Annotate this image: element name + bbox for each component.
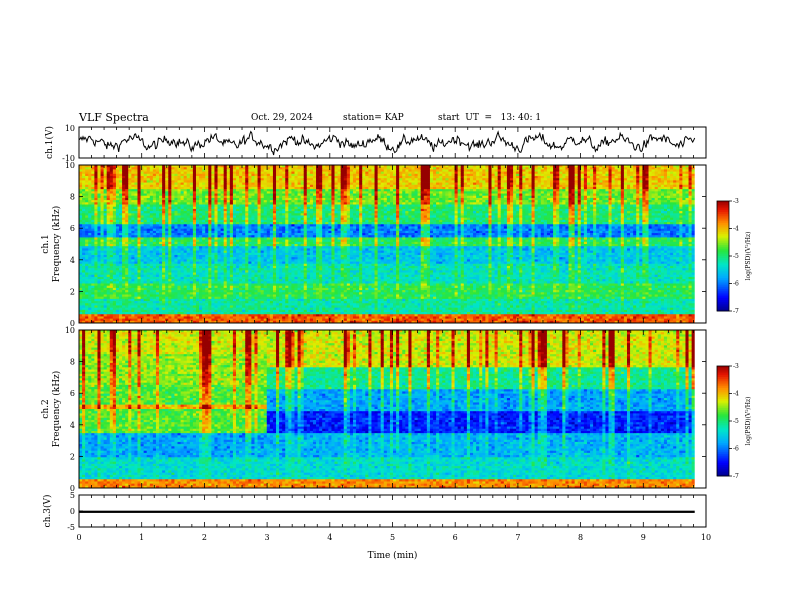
ch1-axis-label: ch.1(V) [44, 126, 55, 159]
ch1-waveform-line [79, 132, 695, 155]
vlf-figure: 10-10ch.1(V) 0246810ch.1 Frequency (kHz) … [0, 0, 792, 612]
ch1-ytick-label: 10 [65, 124, 75, 133]
